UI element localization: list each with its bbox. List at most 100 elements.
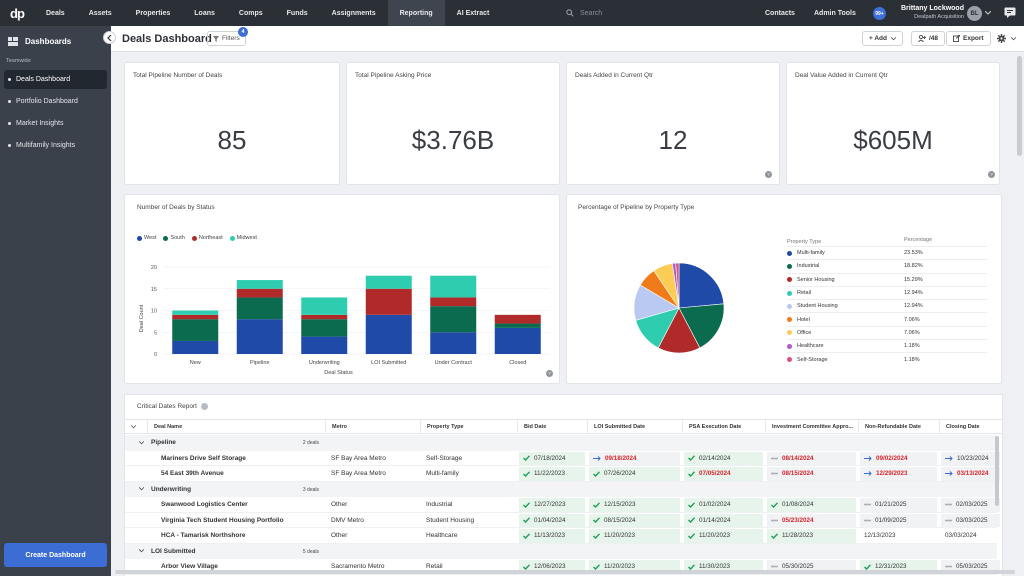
date-cell[interactable]: 07/05/2024 — [684, 467, 763, 481]
pie-legend-row[interactable]: Office 7.06% — [787, 325, 987, 339]
pie-slice[interactable] — [678, 262, 725, 309]
group-toggle[interactable] — [133, 435, 144, 451]
column-header[interactable]: Closing Date — [939, 420, 1002, 434]
column-header[interactable]: PSA Execution Date — [682, 420, 765, 434]
pie-legend-row[interactable]: Retail 12.94% — [787, 285, 987, 299]
date-cell[interactable]: 01/14/2024 — [684, 513, 763, 527]
date-cell[interactable]: 11/20/2023 — [684, 529, 763, 543]
date-cell[interactable]: 08/15/2024 — [767, 467, 856, 481]
column-header[interactable]: Property Type — [420, 420, 517, 434]
table-row[interactable]: Virginia Tech Student Housing Portfolio D… — [125, 513, 1000, 528]
date-cell[interactable]: 11/13/2023 — [519, 529, 585, 543]
chat-icon[interactable] — [1004, 7, 1016, 18]
deal-name[interactable]: Arbor View Village — [161, 563, 218, 571]
column-header[interactable]: Deal Name — [147, 420, 325, 434]
group-toggle[interactable] — [133, 544, 144, 560]
user-info[interactable]: Brittany Lockwood Dealpath Acquisition — [900, 5, 964, 20]
bar-segment[interactable] — [365, 314, 412, 354]
date-cell[interactable]: 11/28/2023 — [767, 529, 856, 543]
date-cell[interactable]: 12/15/2023 — [589, 498, 680, 512]
nav-item-funds[interactable]: Funds — [286, 9, 308, 17]
nav-contacts[interactable]: Contacts — [765, 9, 795, 17]
info-icon[interactable]: ? — [765, 171, 772, 178]
pie-legend-row[interactable]: Self-Storage 1.18% — [787, 352, 987, 365]
date-cell[interactable]: 07/18/2024 — [519, 451, 585, 465]
help-icon[interactable] — [200, 403, 208, 410]
bar-segment[interactable] — [430, 306, 477, 333]
date-cell[interactable]: 08/15/2024 — [589, 513, 680, 527]
sidebar-item-multifamily-insights[interactable]: Multifamily Insights — [4, 136, 107, 155]
date-cell[interactable]: 07/26/2024 — [589, 467, 680, 481]
bar-segment[interactable] — [365, 288, 412, 315]
sidebar-item-portfolio-dashboard[interactable]: Portfolio Dashboard — [4, 92, 107, 111]
date-cell[interactable]: 11/20/2023 — [589, 529, 680, 543]
nav-item-deals[interactable]: Deals — [46, 9, 65, 17]
date-cell[interactable]: 02/03/2025 — [941, 498, 1000, 512]
pie-legend-row[interactable]: Student Housing 12.94% — [787, 299, 987, 312]
nav-item-loans[interactable]: Loans — [194, 9, 215, 17]
deal-name[interactable]: HCA - Tamarisk Northshore — [161, 532, 246, 540]
bar-segment[interactable] — [236, 297, 283, 320]
date-cell[interactable]: 01/09/2025 — [860, 513, 937, 527]
table-scrollbar[interactable] — [995, 436, 999, 506]
avatar[interactable]: BL — [967, 6, 982, 21]
pie-legend-row[interactable]: Multi-family 23.53% — [787, 246, 987, 259]
bar-segment[interactable] — [172, 340, 219, 354]
deal-name[interactable]: Swanwood Logistics Center — [161, 501, 248, 509]
date-cell[interactable]: 12/27/2023 — [519, 498, 585, 512]
pie-legend-row[interactable]: Industrial 18.82% — [787, 259, 987, 272]
deal-name[interactable]: Mariners Drive Self Storage — [161, 454, 246, 462]
kpi-card[interactable]: Deal Value Added in Current Qtr $605M? — [787, 63, 999, 184]
date-cell[interactable]: 05/23/2024 — [767, 513, 856, 527]
date-cell[interactable]: 11/22/2023 — [519, 467, 585, 481]
bar-segment[interactable] — [301, 314, 348, 320]
info-icon[interactable]: ? — [988, 171, 995, 178]
date-cell[interactable]: 08/14/2024 — [767, 451, 856, 465]
date-cell[interactable]: 03/03/2025 — [941, 513, 1000, 527]
bar-segment[interactable] — [430, 297, 477, 307]
bar-segment[interactable] — [301, 336, 348, 354]
sidebar-item-deals-dashboard[interactable]: Deals Dashboard — [4, 70, 107, 89]
bar-segment[interactable] — [172, 314, 219, 320]
date-cell[interactable]: 12/29/2023 — [860, 467, 937, 481]
table-row[interactable]: Swanwood Logistics Center Other Industrial… — [125, 497, 1000, 513]
share-button[interactable]: /48 — [911, 31, 946, 46]
nav-item-assets[interactable]: Assets — [88, 9, 112, 17]
page-scrollbar[interactable] — [1017, 56, 1022, 156]
date-cell[interactable]: 02/14/2024 — [684, 451, 763, 465]
notification-badge[interactable]: 99+ — [873, 7, 886, 20]
group-row[interactable]: LOI Submitted 5 deals — [125, 543, 997, 560]
date-cell[interactable]: 10/23/2024 — [941, 451, 1000, 465]
bar-segment[interactable] — [365, 275, 412, 289]
chevron-down-icon[interactable] — [985, 11, 991, 15]
bar-segment[interactable] — [301, 319, 348, 337]
nav-item-comps[interactable]: Comps — [238, 9, 263, 17]
column-header[interactable]: Metro — [325, 420, 420, 434]
bar-segment[interactable] — [430, 332, 477, 354]
dealpath-logo[interactable]: dp — [10, 5, 25, 21]
date-cell[interactable]: 01/02/2024 — [684, 498, 763, 512]
bar-segment[interactable] — [301, 297, 348, 315]
bar-segment[interactable] — [236, 280, 283, 289]
date-cell[interactable]: 09/02/2024 — [860, 451, 937, 465]
table-row[interactable]: HCA - Tamarisk Northshore Other Healthcare… — [125, 528, 997, 544]
bar-segment[interactable] — [172, 319, 219, 341]
table-row[interactable]: 54 East 39th Avenue SF Bay Area Metro Mult… — [125, 466, 1000, 482]
deal-name[interactable]: 54 East 39th Avenue — [161, 470, 224, 478]
date-cell[interactable]: 01/21/2025 — [860, 498, 937, 512]
nav-item-properties[interactable]: Properties — [135, 9, 171, 17]
column-header[interactable]: Non-Refundable Date — [858, 420, 939, 434]
export-button[interactable]: Export — [946, 31, 991, 46]
deal-name[interactable]: Virginia Tech Student Housing Portfolio — [161, 516, 284, 524]
search-box[interactable]: Search — [566, 6, 736, 20]
bar-segment[interactable] — [494, 323, 541, 328]
bar-segment[interactable] — [236, 288, 283, 298]
date-cell[interactable]: 01/08/2024 — [767, 498, 856, 512]
collapse-sidebar-button[interactable] — [103, 31, 116, 44]
bar-segment[interactable] — [494, 314, 541, 324]
nav-item-reporting[interactable]: Reporting — [387, 0, 445, 26]
filters-button[interactable]: Filters — [207, 31, 246, 46]
kpi-card[interactable]: Deals Added in Current Qtr 12? — [567, 63, 779, 184]
pie-slice[interactable] — [678, 303, 725, 349]
pie-legend-row[interactable]: Healthcare 1.18% — [787, 339, 987, 352]
